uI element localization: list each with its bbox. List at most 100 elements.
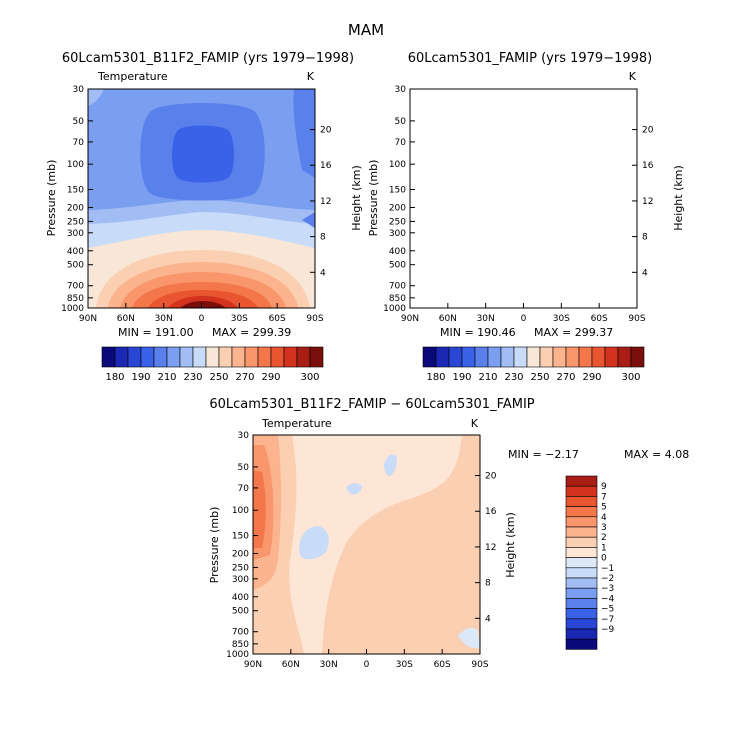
panel-c-variable: Temperature — [261, 417, 332, 430]
panel-c: 60Lcam5301_B11F2_FAMIP − 60Lcam5301_FAMI… — [208, 397, 689, 655]
colorbar-swatch — [565, 516, 598, 528]
y-tick-label: 200 — [67, 203, 84, 213]
x-tick-label: 60S — [591, 314, 608, 324]
colorbar-swatch — [153, 346, 168, 368]
contour-band — [384, 454, 397, 476]
colorbar-label: −7 — [601, 615, 614, 625]
x-tick-label: 60S — [434, 660, 451, 670]
panel-c-units: K — [471, 417, 479, 430]
y-tick-label: 300 — [232, 575, 249, 585]
colorbar-swatch — [101, 346, 116, 368]
colorbar-swatch — [565, 485, 598, 497]
colorbar-swatch — [513, 346, 528, 368]
panel-b-max: MAX = 299.37 — [534, 326, 613, 339]
y-tick-label: 1000 — [383, 304, 406, 314]
colorbar-label: 210 — [157, 372, 176, 383]
contour-band — [410, 200, 637, 308]
contour-band — [253, 470, 266, 548]
colorbar-swatch — [487, 346, 502, 368]
panel-b-frame — [409, 88, 638, 309]
contour-band — [490, 296, 560, 308]
panel-b-units: K — [629, 70, 637, 83]
y-tick-label: 200 — [232, 549, 249, 559]
colorbar-swatch — [591, 346, 606, 368]
contour-band — [322, 435, 480, 654]
y-tick-label: 150 — [389, 186, 406, 196]
colorbar-swatch — [114, 346, 129, 368]
x-tick-label: 30S — [396, 660, 413, 670]
contour-band — [172, 125, 234, 183]
panel-b-contours — [410, 89, 637, 308]
panel-b-ylabel: Pressure (mb) — [367, 160, 380, 237]
colorbar-swatch — [565, 547, 598, 558]
y-tick-label: 850 — [67, 294, 84, 304]
colorbar-swatch — [604, 346, 619, 368]
y-right-tick-label: 20 — [642, 126, 654, 136]
colorbar-swatch — [461, 346, 476, 368]
colorbar-swatch — [422, 346, 437, 368]
colorbar-swatch — [565, 577, 598, 589]
x-tick-label: 90S — [306, 314, 323, 324]
y-tick-label: 400 — [67, 247, 84, 257]
colorbar-swatch — [565, 475, 598, 487]
colorbar-swatch — [257, 346, 272, 368]
colorbar-swatch — [179, 346, 194, 368]
y-tick-label: 250 — [232, 563, 249, 573]
contour-band — [430, 262, 620, 308]
figure-title: MAM — [348, 21, 384, 39]
contour-band — [615, 89, 637, 178]
x-tick-label: 60N — [439, 314, 457, 324]
contour-band — [458, 628, 480, 649]
y-right-tick-label: 12 — [642, 197, 653, 207]
x-tick-label: 30S — [553, 314, 570, 324]
x-tick-label: 60N — [117, 314, 135, 324]
contour-band — [346, 483, 362, 495]
y-tick-label: 300 — [67, 229, 84, 239]
y-tick-label: 850 — [232, 640, 249, 650]
x-tick-label: 60N — [282, 660, 300, 670]
colorbar-label: 2 — [601, 533, 607, 543]
y-tick-label: 150 — [67, 186, 84, 196]
colorbar-swatch — [565, 618, 598, 630]
colorbar-label: −3 — [601, 584, 614, 594]
panel-a-variable: Temperature — [97, 70, 168, 83]
colorbar-label: 300 — [300, 372, 319, 383]
panel-c-ylabel: Pressure (mb) — [208, 507, 221, 584]
y-tick-label: 850 — [389, 294, 406, 304]
x-tick-label: 60S — [269, 314, 286, 324]
contour-band — [180, 301, 226, 308]
y-right-tick-label: 16 — [320, 161, 332, 171]
colorbar-label: 300 — [621, 372, 640, 383]
contour-band — [624, 212, 637, 228]
colorbar-label: −1 — [601, 564, 614, 574]
colorbar-swatch — [526, 346, 541, 368]
colorbar-swatch — [283, 346, 298, 368]
colorbar-label: 290 — [261, 372, 280, 383]
y-tick-label: 700 — [389, 282, 406, 292]
y-tick-label: 50 — [73, 117, 85, 127]
colorbar-swatch — [565, 608, 598, 620]
panel-a-min: MIN = 191.00 — [118, 326, 194, 339]
colorbar-swatch — [309, 346, 324, 368]
panel-b-title: 60Lcam5301_FAMIP (yrs 1979−1998) — [408, 51, 653, 66]
colorbar-swatch — [565, 536, 598, 548]
y-tick-label: 250 — [67, 217, 84, 227]
x-tick-label: 30N — [477, 314, 495, 324]
y-tick-label: 30 — [238, 431, 250, 441]
y-tick-label: 700 — [67, 282, 84, 292]
y-tick-label: 150 — [232, 532, 249, 542]
y-right-tick-label: 4 — [642, 268, 648, 278]
y-tick-label: 700 — [232, 628, 249, 638]
x-tick-label: 90S — [628, 314, 645, 324]
panel-c-title: 60Lcam5301_B11F2_FAMIP − 60Lcam5301_FAMI… — [209, 397, 534, 412]
axes-and-colorbars: 3050701001502002503004005007008501000201… — [61, 85, 654, 670]
y-right-tick-label: 20 — [485, 472, 497, 482]
colorbar-swatch — [565, 587, 598, 599]
panel-a-units: K — [307, 70, 315, 83]
y-right-tick-label: 4 — [320, 268, 326, 278]
x-tick-label: 90S — [471, 660, 488, 670]
colorbar-label: 210 — [478, 372, 497, 383]
colorbar-swatch — [500, 346, 515, 368]
y-tick-label: 300 — [389, 229, 406, 239]
